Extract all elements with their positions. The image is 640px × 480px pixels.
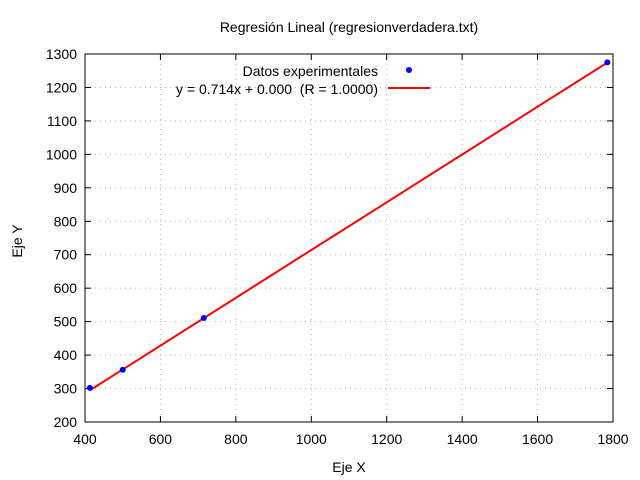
plot-area-border [84,53,614,423]
regression-line [89,61,608,392]
x-tick-label: 600 [149,431,173,447]
data-series [86,59,611,392]
data-point [604,59,611,66]
y-tick-label: 200 [54,414,78,430]
y-tick-label: 400 [54,347,78,363]
legend: Datos experimentales y = 0.714x + 0.000 … [176,63,430,97]
y-tick-label: 1000 [46,146,77,162]
legend-label-regression-line: y = 0.714x + 0.000 (R = 1.0000) [176,81,378,97]
y-tick-label: 1200 [46,79,77,95]
y-tick-label: 800 [54,213,78,229]
x-axis-tick-labels: 400 600 800 1000 1200 1400 1600 1800 [73,431,628,447]
x-tick-label: 1200 [371,431,402,447]
data-point [200,314,207,321]
x-tick-label: 800 [224,431,248,447]
y-tick-label: 300 [54,381,78,397]
legend-label-data-points: Datos experimentales [243,63,378,79]
x-tick-label: 1600 [522,431,553,447]
y-tick-label: 600 [54,280,78,296]
x-tick-label: 1000 [296,431,327,447]
chart-title: Regresión Lineal (regresionverdadera.txt… [220,19,478,35]
data-point [119,366,126,373]
y-tick-label: 700 [54,247,78,263]
x-tick-label: 1800 [597,431,628,447]
legend-marker-data-points [406,67,412,73]
y-tick-label: 1300 [46,46,77,62]
x-axis-label: Eje X [332,459,366,475]
y-tick-label: 1100 [47,113,77,129]
y-tick-label: 500 [54,314,78,330]
data-point [86,384,93,391]
y-tick-label: 900 [54,180,78,196]
y-axis-label: Eje Y [9,224,25,258]
x-tick-label: 1400 [447,431,478,447]
x-tick-label: 400 [73,431,97,447]
y-axis-tick-labels: 200 300 400 500 600 700 800 900 1000 1100 1200 1300 [46,46,77,430]
grid-lines [85,54,613,422]
axis-ticks [84,53,614,423]
